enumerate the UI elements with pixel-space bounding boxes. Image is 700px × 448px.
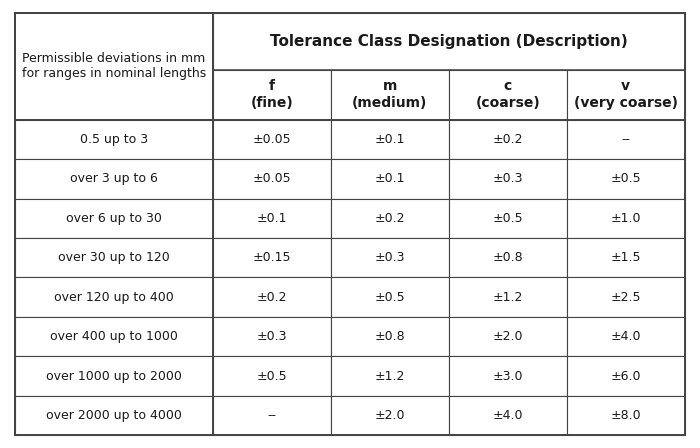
Bar (567, 277, 685, 317)
Text: ±4.0: ±4.0 (492, 409, 523, 422)
Text: ±3.0: ±3.0 (492, 370, 523, 383)
Text: ±0.2: ±0.2 (492, 133, 523, 146)
Text: over 30 up to 120: over 30 up to 120 (58, 251, 170, 264)
Bar (213, 198, 331, 238)
Text: ±4.0: ±4.0 (610, 330, 641, 343)
Bar (567, 69, 685, 120)
Bar (15, 238, 213, 277)
Bar (15, 317, 213, 357)
Bar (449, 120, 567, 159)
Bar (449, 238, 567, 277)
Text: ±2.0: ±2.0 (492, 330, 523, 343)
Bar (449, 396, 567, 435)
Bar (213, 13, 685, 69)
Bar (331, 238, 449, 277)
Text: ±0.5: ±0.5 (492, 212, 523, 225)
Bar (15, 396, 213, 435)
Text: Tolerance Class Designation (Description): Tolerance Class Designation (Description… (270, 34, 628, 48)
Bar (331, 198, 449, 238)
Bar (331, 317, 449, 357)
Bar (213, 317, 331, 357)
Bar (449, 317, 567, 357)
Text: over 1000 up to 2000: over 1000 up to 2000 (46, 370, 182, 383)
Text: ±0.5: ±0.5 (256, 370, 287, 383)
Bar (213, 396, 331, 435)
Text: m
(medium): m (medium) (352, 79, 428, 110)
Text: ±8.0: ±8.0 (610, 409, 641, 422)
Bar (213, 159, 331, 198)
Bar (213, 238, 331, 277)
Bar (567, 159, 685, 198)
Text: ±0.1: ±0.1 (374, 133, 405, 146)
Text: v
(very coarse): v (very coarse) (573, 79, 678, 110)
Text: ±0.15: ±0.15 (253, 251, 291, 264)
Bar (449, 159, 567, 198)
Text: ±1.5: ±1.5 (610, 251, 641, 264)
Text: ±2.0: ±2.0 (374, 409, 405, 422)
Text: over 2000 up to 4000: over 2000 up to 4000 (46, 409, 182, 422)
Text: ±0.05: ±0.05 (253, 133, 291, 146)
Bar (567, 238, 685, 277)
Bar (15, 120, 213, 159)
Text: ±0.3: ±0.3 (492, 172, 523, 185)
Text: ±6.0: ±6.0 (610, 370, 641, 383)
Text: ±1.2: ±1.2 (374, 370, 405, 383)
Text: f
(fine): f (fine) (251, 79, 293, 110)
Text: ±0.05: ±0.05 (253, 172, 291, 185)
Bar (331, 120, 449, 159)
Bar (331, 396, 449, 435)
Text: ±0.1: ±0.1 (374, 172, 405, 185)
Text: Permissible deviations in mm
for ranges in nominal lengths: Permissible deviations in mm for ranges … (22, 52, 206, 80)
Text: --: -- (621, 133, 630, 146)
Bar (331, 69, 449, 120)
Text: ±0.8: ±0.8 (374, 330, 405, 343)
Text: ±0.1: ±0.1 (256, 212, 287, 225)
Bar (567, 396, 685, 435)
Text: over 3 up to 6: over 3 up to 6 (70, 172, 158, 185)
Text: ±0.3: ±0.3 (256, 330, 287, 343)
Text: ±2.5: ±2.5 (610, 291, 641, 304)
Bar (15, 13, 213, 120)
Bar (567, 317, 685, 357)
Bar (449, 357, 567, 396)
Text: ±0.2: ±0.2 (256, 291, 287, 304)
Text: 0.5 up to 3: 0.5 up to 3 (80, 133, 148, 146)
Bar (331, 277, 449, 317)
Text: ±0.5: ±0.5 (610, 172, 641, 185)
Bar (567, 198, 685, 238)
Bar (449, 277, 567, 317)
Bar (331, 159, 449, 198)
Bar (15, 277, 213, 317)
Text: c
(coarse): c (coarse) (475, 79, 540, 110)
Bar (15, 159, 213, 198)
Text: --: -- (267, 409, 276, 422)
Text: ±0.3: ±0.3 (374, 251, 405, 264)
Text: over 6 up to 30: over 6 up to 30 (66, 212, 162, 225)
Bar (567, 120, 685, 159)
Bar (213, 120, 331, 159)
Bar (449, 198, 567, 238)
Bar (449, 69, 567, 120)
Text: ±1.2: ±1.2 (493, 291, 523, 304)
Text: ±0.5: ±0.5 (374, 291, 405, 304)
Bar (15, 357, 213, 396)
Bar (331, 357, 449, 396)
Bar (213, 357, 331, 396)
Text: ±0.2: ±0.2 (374, 212, 405, 225)
Text: over 120 up to 400: over 120 up to 400 (54, 291, 174, 304)
Bar (15, 198, 213, 238)
Text: ±1.0: ±1.0 (610, 212, 641, 225)
Bar (213, 69, 331, 120)
Text: ±0.8: ±0.8 (492, 251, 523, 264)
Bar (213, 277, 331, 317)
Bar (567, 357, 685, 396)
Text: over 400 up to 1000: over 400 up to 1000 (50, 330, 178, 343)
